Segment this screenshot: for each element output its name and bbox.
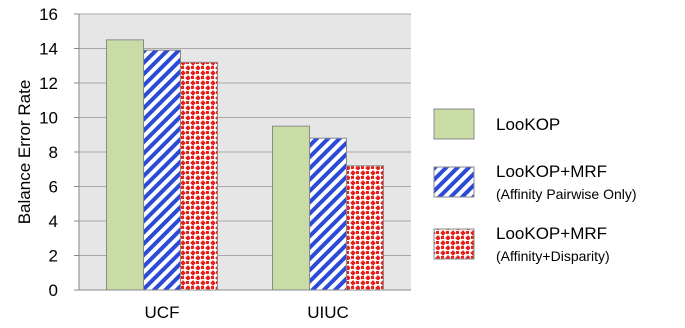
x-category-label: UCF: [145, 303, 180, 322]
legend-swatch-3: [433, 228, 475, 260]
legend-label: LooKOP+MRF: [496, 224, 607, 243]
y-tick-label: 8: [49, 143, 58, 162]
x-category-label: UIUC: [307, 303, 349, 322]
bar-uiuc-series-3: [346, 165, 384, 291]
y-tick-labels: 0 2 4 6 8 10 12 14 16: [39, 5, 79, 300]
bars: [106, 39, 384, 291]
y-axis-title: Balance Error Rate: [15, 80, 34, 225]
x-category-labels: UCF UIUC: [145, 303, 349, 322]
y-tick-label: 16: [39, 5, 58, 24]
y-tick-label: 6: [49, 178, 58, 197]
y-tick-label: 10: [39, 109, 58, 128]
y-tick-label: 0: [49, 281, 58, 300]
legend-sublabel: (Affinity Pairwise Only): [496, 186, 637, 202]
bar-ucf-series-2: [143, 49, 181, 291]
bar-uiuc-series-1: [272, 125, 310, 291]
legend-swatch-2: [433, 166, 475, 198]
y-tick-label: 12: [39, 74, 58, 93]
legend: LooKOP LooKOP+MRF (Affinity Pairwise Only)…: [433, 108, 637, 264]
legend-label: LooKOP: [496, 115, 560, 134]
y-tick-label: 14: [39, 40, 58, 59]
legend-sublabel: (Affinity+Disparity): [496, 248, 610, 264]
y-tick-label: 2: [49, 247, 58, 266]
legend-label: LooKOP+MRF: [496, 162, 607, 181]
bar-uiuc-series-2: [309, 137, 347, 291]
legend-swatch-1: [433, 108, 475, 140]
y-tick-label: 4: [49, 212, 58, 231]
bar-ucf-series-1: [106, 39, 144, 291]
bar-ucf-series-3: [180, 61, 218, 291]
